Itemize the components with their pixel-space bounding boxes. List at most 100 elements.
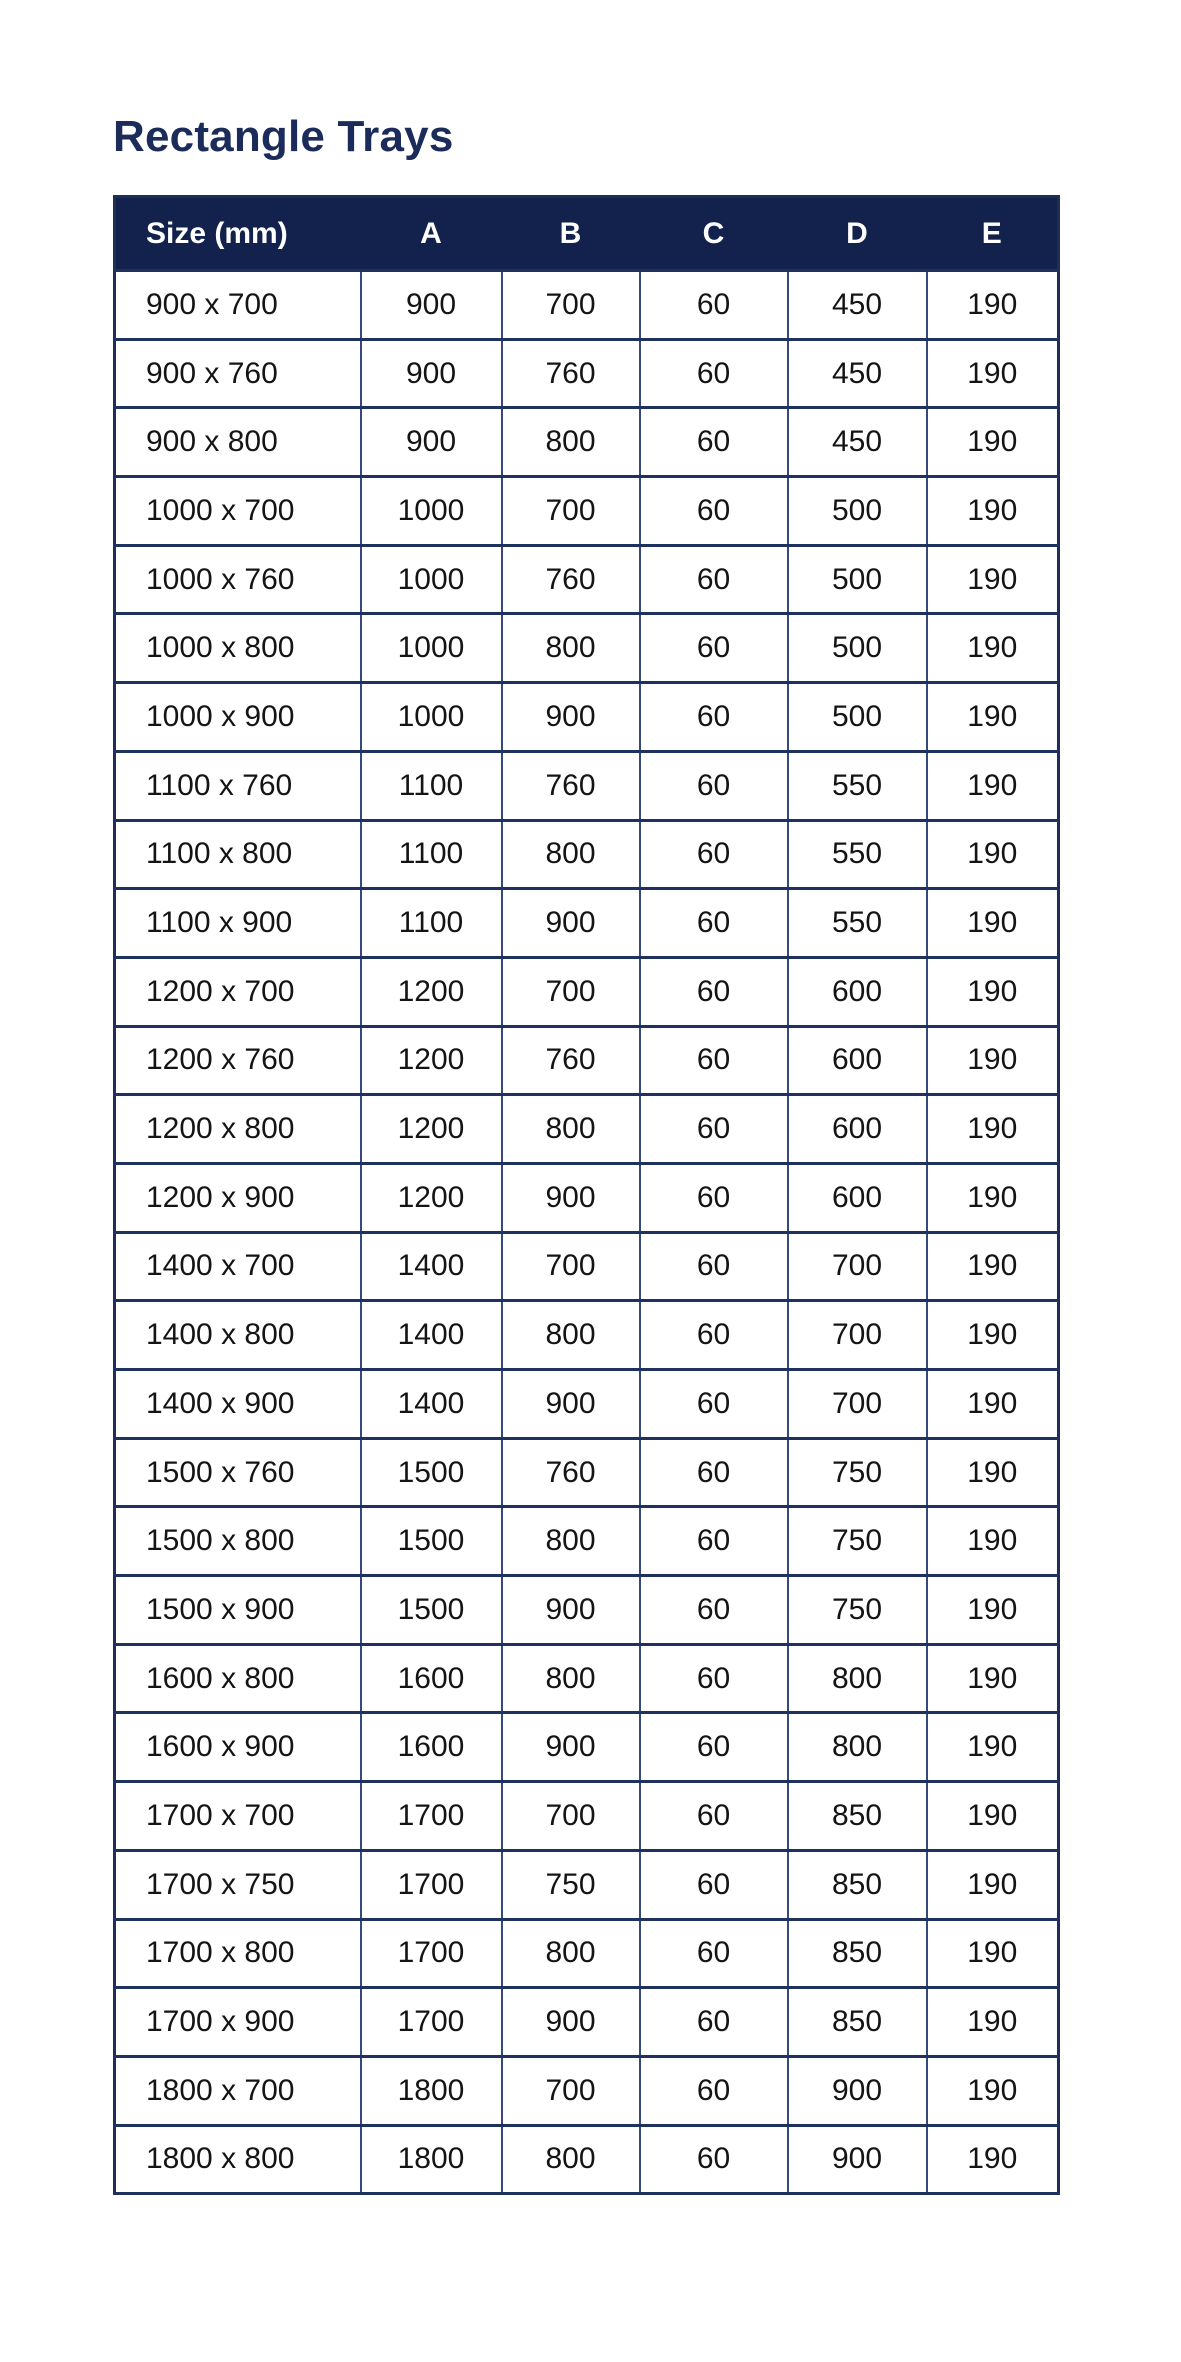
table-cell: 190 — [925, 1368, 1060, 1440]
table-cell: 850 — [786, 1848, 928, 1921]
table-cell: 1700 — [359, 1780, 503, 1852]
table-row: 1000 x 900 1000 900 60 500 190 — [113, 681, 1060, 753]
table-cell: 190 — [925, 2054, 1060, 2127]
table-row: 900 x 800 900 800 60 450 190 — [113, 406, 1060, 479]
table-cell: 1700 x 900 — [113, 1986, 362, 2058]
table-cell: 900 — [359, 337, 503, 410]
table-cell: 800 — [500, 2123, 641, 2196]
table-row: 1200 x 800 1200 800 60 600 190 — [113, 1093, 1060, 1165]
table-cell: 60 — [638, 406, 789, 479]
table-cell: 800 — [500, 612, 641, 685]
table-cell: 190 — [925, 818, 1060, 891]
table-cell: 450 — [786, 337, 928, 410]
table-cell: 60 — [638, 1780, 789, 1852]
table-row: 1500 x 760 1500 760 60 750 190 — [113, 1436, 1060, 1509]
table-cell: 900 — [500, 887, 641, 959]
table-cell: 500 — [786, 543, 928, 616]
table-cell: 60 — [638, 1574, 789, 1646]
table-cell: 190 — [925, 337, 1060, 410]
table-cell: 60 — [638, 1230, 789, 1303]
table-cell: 900 — [500, 1574, 641, 1646]
table-cell: 60 — [638, 749, 789, 822]
table-cell: 1400 — [359, 1299, 503, 1371]
table-cell: 1100 x 900 — [113, 887, 362, 959]
table-cell: 1000 — [359, 475, 503, 547]
table-cell: 1600 x 900 — [113, 1711, 362, 1784]
table-cell: 1800 — [359, 2054, 503, 2127]
table-row: 1100 x 900 1100 900 60 550 190 — [113, 887, 1060, 959]
table-cell: 1400 — [359, 1230, 503, 1303]
table-cell: 60 — [638, 1093, 789, 1165]
table-row: 1600 x 900 1600 900 60 800 190 — [113, 1711, 1060, 1784]
table-cell: 900 — [500, 1986, 641, 2058]
table-cell: 190 — [925, 269, 1060, 341]
table-cell: 190 — [925, 1711, 1060, 1784]
table-cell: 600 — [786, 1093, 928, 1165]
table-cell: 190 — [925, 543, 1060, 616]
table-cell: 700 — [786, 1299, 928, 1371]
table-cell: 900 — [786, 2054, 928, 2127]
table-cell: 1000 x 760 — [113, 543, 362, 616]
table-cell: 60 — [638, 1368, 789, 1440]
table-cell: 600 — [786, 1161, 928, 1234]
table-cell: 1800 x 800 — [113, 2123, 362, 2196]
table-cell: 1400 x 700 — [113, 1230, 362, 1303]
column-header: E — [926, 196, 1059, 271]
column-header: A — [360, 196, 502, 271]
table-cell: 700 — [500, 269, 641, 341]
table-cell: 1500 — [359, 1574, 503, 1646]
table-cell: 190 — [925, 1093, 1060, 1165]
table-cell: 1700 — [359, 1917, 503, 1990]
table-cell: 60 — [638, 1161, 789, 1234]
table-cell: 190 — [925, 1024, 1060, 1097]
table-row: 1000 x 700 1000 700 60 500 190 — [113, 475, 1060, 547]
table-cell: 450 — [786, 406, 928, 479]
table-cell: 900 — [500, 1161, 641, 1234]
table-cell: 190 — [925, 1436, 1060, 1509]
table-row: 1700 x 900 1700 900 60 850 190 — [113, 1986, 1060, 2058]
table-row: 1700 x 800 1700 800 60 850 190 — [113, 1917, 1060, 1990]
table-cell: 60 — [638, 818, 789, 891]
table-cell: 900 x 700 — [113, 269, 362, 341]
table-cell: 1100 x 760 — [113, 749, 362, 822]
table-cell: 750 — [786, 1436, 928, 1509]
table-cell: 60 — [638, 1986, 789, 2058]
table-cell: 190 — [925, 681, 1060, 753]
table-cell: 60 — [638, 1848, 789, 1921]
table-cell: 900 — [359, 406, 503, 479]
table-row: 1700 x 700 1700 700 60 850 190 — [113, 1780, 1060, 1852]
table-cell: 1700 x 750 — [113, 1848, 362, 1921]
column-header: Size (mm) — [114, 196, 361, 271]
table-cell: 500 — [786, 681, 928, 753]
table-cell: 190 — [925, 612, 1060, 685]
table-cell: 800 — [786, 1711, 928, 1784]
table-cell: 1000 — [359, 681, 503, 753]
table-cell: 800 — [500, 1299, 641, 1371]
table-cell: 450 — [786, 269, 928, 341]
table-cell: 60 — [638, 475, 789, 547]
table-cell: 60 — [638, 1711, 789, 1784]
table-cell: 1200 — [359, 1024, 503, 1097]
table-cell: 700 — [786, 1230, 928, 1303]
table-cell: 900 — [500, 1368, 641, 1440]
table-row: 1000 x 760 1000 760 60 500 190 — [113, 543, 1060, 616]
table-cell: 1800 — [359, 2123, 503, 2196]
table-cell: 1200 — [359, 955, 503, 1028]
table-row: 1100 x 760 1100 760 60 550 190 — [113, 749, 1060, 822]
table-cell: 800 — [500, 1505, 641, 1578]
table-cell: 60 — [638, 1299, 789, 1371]
table-cell: 190 — [925, 887, 1060, 959]
table-cell: 760 — [500, 543, 641, 616]
table-row: 1500 x 900 1500 900 60 750 190 — [113, 1574, 1060, 1646]
table-cell: 1000 — [359, 543, 503, 616]
table-cell: 760 — [500, 749, 641, 822]
table-cell: 190 — [925, 1780, 1060, 1852]
table-cell: 1600 x 800 — [113, 1642, 362, 1715]
table-row: 900 x 700 900 700 60 450 190 — [113, 269, 1060, 341]
table-row: 1100 x 800 1100 800 60 550 190 — [113, 818, 1060, 891]
table-cell: 700 — [500, 475, 641, 547]
table-cell: 1400 x 900 — [113, 1368, 362, 1440]
table-cell: 190 — [925, 1848, 1060, 1921]
table-cell: 190 — [925, 475, 1060, 547]
table-cell: 190 — [925, 1986, 1060, 2058]
